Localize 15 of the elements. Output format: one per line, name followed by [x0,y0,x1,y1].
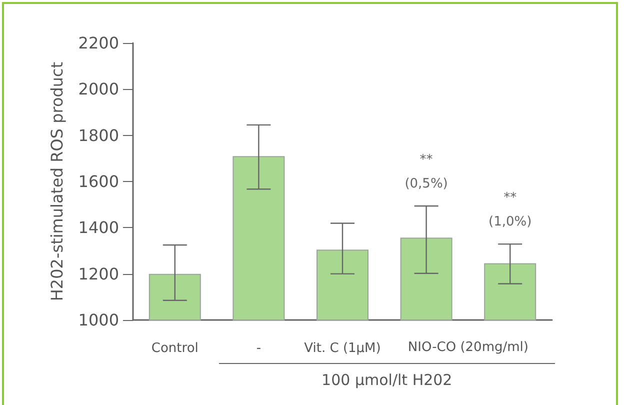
x-axis-title: 100 µmol/lt H202 [322,371,452,389]
y-tick-label: 1200 [78,264,119,284]
x-tick-label: Control [151,341,198,356]
y-tick-label: 1800 [78,126,119,145]
text: NIO-CO (20mg/ml) [408,340,528,355]
y-tick-label: 2200 [78,34,119,52]
y-tick-label: 1400 [78,218,119,238]
y-tick-label: 2000 [78,80,119,99]
y-tick-label: 1600 [78,172,119,191]
x-tick-label: - [256,341,262,356]
annotation: ** (1,0%) [488,190,532,230]
y-axis-title: H202-stimulated ROS product [48,62,66,302]
annotation: ** (0,5%) [404,152,448,192]
y-tick-label: 1000 [78,310,119,330]
x-tick-label: Vit. C (1µM) [304,341,381,356]
